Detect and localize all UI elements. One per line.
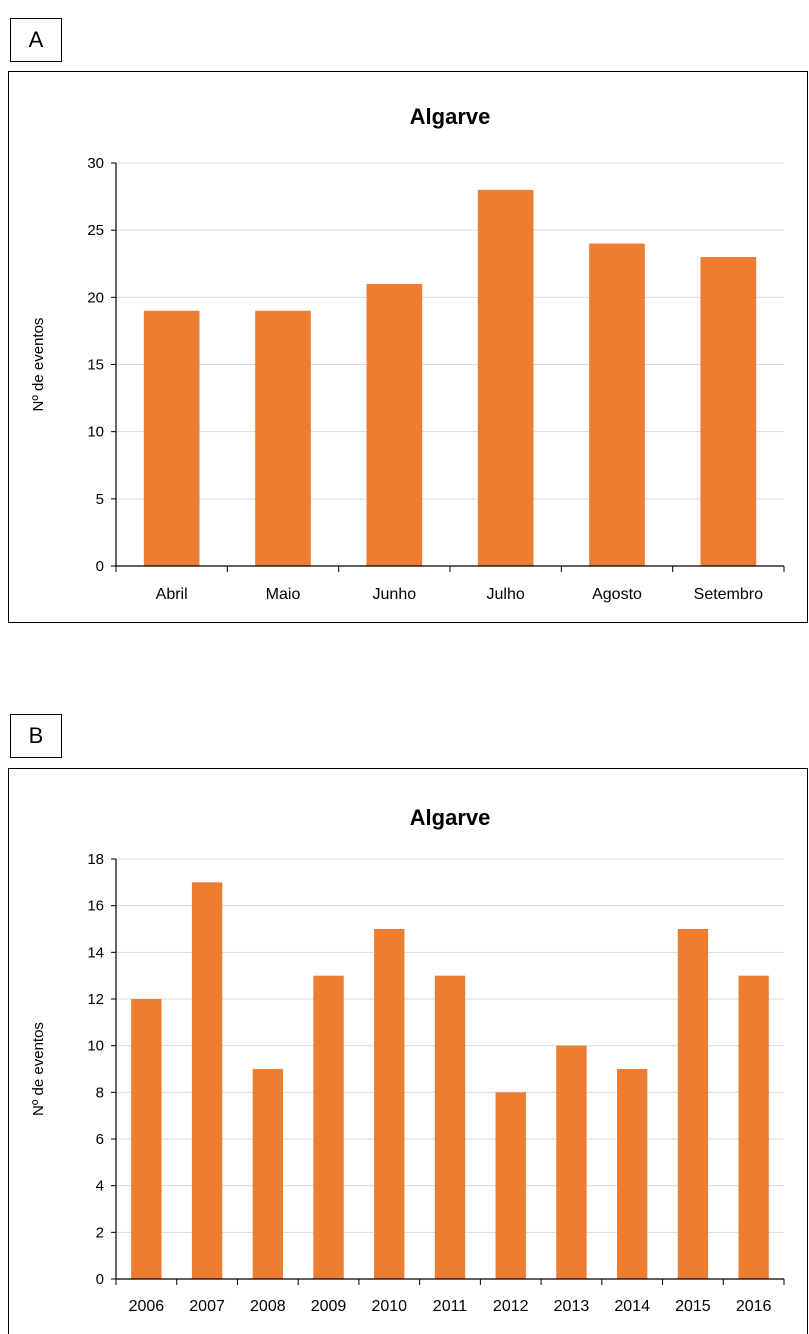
x-category-label: 2012 — [493, 1298, 529, 1315]
bar-2016 — [738, 975, 769, 1279]
bar-2008 — [252, 1069, 283, 1279]
chart-b-svg: Algarve 0 2 4 6 8 10 12 14 16 18 2006 2007 2008 2009 20… — [30, 805, 785, 1315]
bar-2014 — [617, 1069, 648, 1279]
x-category-label: 2015 — [675, 1298, 711, 1315]
bar-2015 — [677, 929, 709, 1279]
x-category-label: 2008 — [250, 1298, 286, 1315]
y-tick-label: 14 — [87, 944, 104, 961]
bar-junho — [366, 283, 423, 566]
bar-abril — [143, 310, 200, 566]
x-category-label: Julho — [487, 586, 525, 603]
y-tick-label: 15 — [87, 357, 104, 374]
y-tick-label: 18 — [87, 851, 104, 868]
x-category-label: Agosto — [592, 586, 642, 603]
bar-maio — [255, 310, 311, 566]
x-category-label: Maio — [266, 586, 301, 603]
panel-label-a: A — [10, 18, 62, 62]
x-category-label: 2007 — [189, 1298, 225, 1315]
y-tick-label: 5 — [96, 491, 104, 508]
bar-2011 — [434, 975, 466, 1279]
x-category-label: 2010 — [371, 1298, 407, 1315]
bar-2013 — [556, 1045, 587, 1279]
x-category-label: 2014 — [614, 1298, 650, 1315]
x-category-label: 2006 — [129, 1298, 165, 1315]
y-tick-label: 20 — [87, 289, 104, 306]
y-tick-label: 16 — [87, 898, 104, 915]
bar-agosto — [589, 243, 645, 566]
x-category-label: 2009 — [311, 1298, 347, 1315]
bar-2007 — [191, 882, 223, 1279]
y-tick-label: 2 — [96, 1224, 104, 1241]
y-tick-label: 0 — [96, 558, 104, 575]
x-category-label: 2011 — [433, 1298, 468, 1315]
bar-2012 — [495, 1092, 526, 1279]
y-tick-label: 30 — [87, 155, 104, 172]
y-tick-label: 0 — [96, 1271, 104, 1288]
y-tick-label: 25 — [87, 222, 104, 239]
x-category-label: 2013 — [554, 1298, 590, 1315]
chart-b-frame: Algarve 0 2 4 6 8 10 12 14 16 18 2006 2007 2008 2009 20… — [8, 768, 808, 1334]
bar-2010 — [374, 929, 405, 1279]
panel-label-b: B — [10, 714, 62, 758]
bar-2009 — [313, 975, 344, 1279]
y-tick-label: 4 — [96, 1178, 104, 1195]
chart-a-svg: Algarve 0 5 10 15 20 25 30 Abril Maio Junho Julho Ag… — [30, 104, 785, 603]
y-tick-label: 6 — [96, 1131, 104, 1148]
y-tick-label: 12 — [87, 991, 104, 1008]
bar-2006 — [131, 999, 162, 1279]
x-category-label: Junho — [373, 586, 417, 603]
x-category-label: 2016 — [736, 1298, 772, 1315]
x-category-label: Abril — [156, 586, 188, 603]
y-axis-title: Nº de eventos — [30, 318, 47, 412]
x-category-label: Setembro — [694, 586, 763, 603]
y-axis-title: Nº de eventos — [30, 1022, 47, 1116]
chart-title: Algarve — [410, 805, 491, 830]
y-tick-label: 10 — [87, 1038, 104, 1055]
chart-a-frame: Algarve 0 5 10 15 20 25 30 Abril Maio Junho Julho Ag… — [8, 71, 808, 623]
chart-title: Algarve — [410, 104, 491, 129]
y-tick-label: 10 — [87, 424, 104, 441]
bar-julho — [477, 189, 534, 566]
bar-setembro — [700, 257, 757, 566]
y-tick-label: 8 — [96, 1084, 104, 1101]
